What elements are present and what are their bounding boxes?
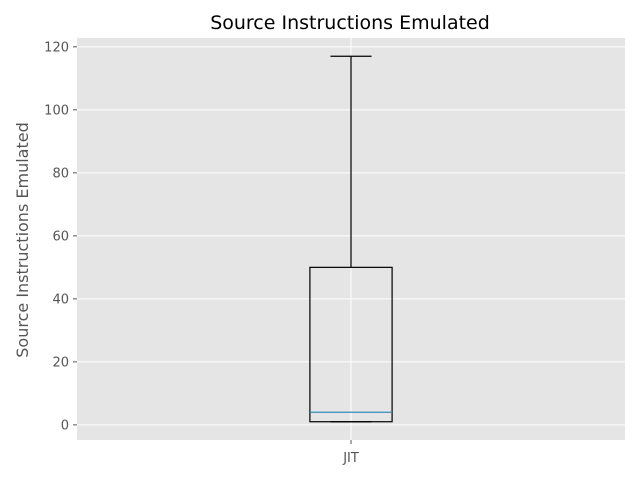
y-tick-label: 20 (52, 355, 69, 370)
plot-area: 0 20 40 60 80 100 120 JIT (44, 38, 625, 466)
y-tick-label: 80 (52, 166, 69, 181)
x-tick-label: JIT (342, 451, 359, 466)
chart-title: Source Instructions Emulated (210, 12, 490, 34)
y-tick-label: 40 (52, 292, 69, 307)
y-tick-label: 0 (61, 418, 69, 433)
y-tick-label: 120 (44, 40, 69, 55)
y-tick-label: 100 (44, 103, 69, 118)
box-iqr (309, 266, 393, 423)
y-tick-label: 60 (52, 229, 69, 244)
y-axis-label: Source Instructions Emulated (13, 122, 32, 357)
